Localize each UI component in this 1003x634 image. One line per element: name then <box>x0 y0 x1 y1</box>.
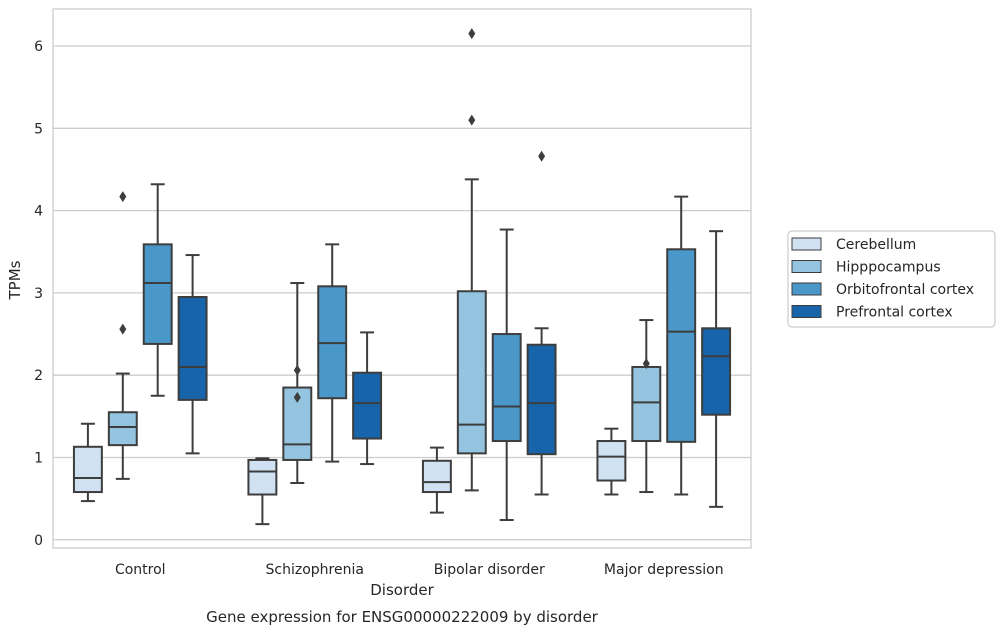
x-axis-label: Disorder <box>370 581 434 599</box>
iqr-box <box>701 327 732 416</box>
iqr-box <box>456 290 487 455</box>
box-cerebellum <box>72 422 103 503</box>
legend-label: Cerebellum <box>836 237 916 253</box>
legend-swatch <box>791 282 822 296</box>
box-cerebellum <box>247 457 278 526</box>
box-orbitofrontal-cortex <box>317 243 348 463</box>
x-tick-labels: Control Schizophrenia Bipolar disorder Majo… <box>115 562 724 578</box>
iqr-box <box>491 333 522 443</box>
box-plots <box>72 28 732 526</box>
y-tick-label: 1 <box>34 450 43 466</box>
outlier-point <box>468 114 476 126</box>
iqr-box <box>631 365 662 443</box>
box-prefrontal-cortex <box>526 150 557 496</box>
legend: Cerebellum Hipppocampus Orbitofrontal cort… <box>787 230 996 328</box>
box-prefrontal-cortex <box>701 230 732 508</box>
iqr-box <box>352 371 383 440</box>
legend-swatch <box>791 260 822 273</box>
plot-frame <box>52 8 752 549</box>
box-hipppocampus <box>456 28 487 492</box>
iqr-box <box>526 343 557 456</box>
y-tick-labels: 0 1 2 3 4 5 6 <box>34 39 43 549</box>
box-hipppocampus <box>107 191 138 480</box>
y-tick-label: 4 <box>34 204 43 220</box>
x-tick-label: Control <box>115 562 166 578</box>
box-prefrontal-cortex <box>352 331 383 466</box>
outlier-point <box>119 191 127 203</box>
outlier-point <box>538 150 546 162</box>
outlier-point <box>468 28 476 40</box>
iqr-box <box>247 458 278 496</box>
iqr-box <box>177 296 208 401</box>
x-tick-label: Bipolar disorder <box>434 562 545 578</box>
box-orbitofrontal-cortex <box>666 195 697 496</box>
outlier-point <box>293 364 301 376</box>
y-tick-label: 2 <box>34 368 43 384</box>
iqr-box <box>596 440 627 482</box>
iqr-box <box>282 386 313 461</box>
y-axis-label: TPMs <box>6 260 24 300</box>
box-orbitofrontal-cortex <box>142 183 173 397</box>
box-cerebellum <box>596 427 627 496</box>
outlier-point <box>119 323 127 335</box>
chart-caption: Gene expression for ENSG00000222009 by d… <box>206 608 599 626</box>
outlier-point <box>293 391 301 403</box>
legend-swatch <box>791 237 822 251</box>
outlier-point <box>642 358 650 370</box>
box-orbitofrontal-cortex <box>491 228 522 522</box>
box-prefrontal-cortex <box>177 254 208 455</box>
y-tick-label: 6 <box>34 39 43 55</box>
x-tick-label: Schizophrenia <box>266 562 364 578</box>
y-tick-label: 0 <box>34 533 43 549</box>
box-hipppocampus <box>282 282 313 484</box>
y-tick-label: 5 <box>34 121 43 137</box>
box-cerebellum <box>421 446 452 514</box>
legend-label: Prefrontal cortex <box>836 305 953 321</box>
iqr-box <box>421 459 452 494</box>
legend-frame <box>787 230 996 328</box>
legend-swatch <box>791 305 822 318</box>
y-tick-label: 3 <box>34 286 43 302</box>
iqr-box <box>107 411 138 447</box>
x-tick-label: Major depression <box>604 562 724 578</box>
iqr-box <box>666 248 697 443</box>
iqr-box <box>142 243 173 345</box>
legend-label: Hipppocampus <box>836 260 941 276</box>
box-hipppocampus <box>631 319 662 494</box>
legend-label: Orbitofrontal cortex <box>836 282 974 298</box>
iqr-box <box>72 445 103 494</box>
